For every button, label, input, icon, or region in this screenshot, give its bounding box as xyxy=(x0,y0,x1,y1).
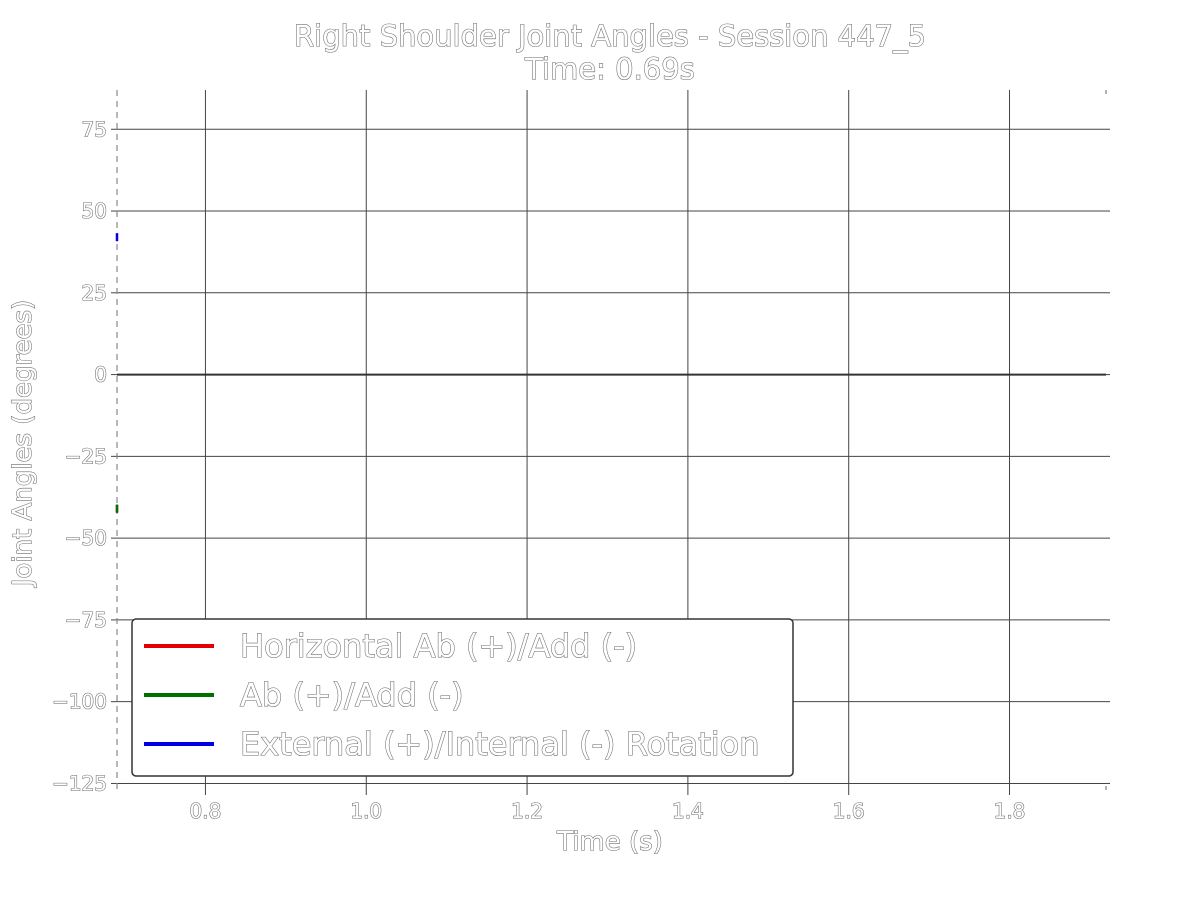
y-tick-label: −75 xyxy=(65,608,107,632)
x-tick-label: 1.2 xyxy=(511,799,543,823)
legend: Horizontal Ab (+)/Add (-) Ab (+)/Add (-) E… xyxy=(131,618,794,777)
tick-labels: 0.8 1.0 1.2 1.4 1.6 1.8 75 50 25 0 −25 −50 −75 −100 −1… xyxy=(52,117,1026,824)
legend-label: Horizontal Ab (+)/Add (-) xyxy=(240,627,637,665)
y-tick-label: 75 xyxy=(82,117,107,141)
x-axis-label: Time (s) xyxy=(556,827,663,857)
legend-box xyxy=(131,618,794,777)
x-tick-label: 1.4 xyxy=(672,799,704,823)
legend-label: Ab (+)/Add (-) xyxy=(240,676,464,714)
x-tick-label: 0.8 xyxy=(190,799,222,823)
y-axis-label: Joint Angles (degrees) xyxy=(8,300,38,588)
y-tick-label: −25 xyxy=(65,444,107,468)
axes xyxy=(111,90,1110,795)
x-tick-label: 1.8 xyxy=(994,799,1026,823)
y-tick-label: 50 xyxy=(82,199,107,223)
y-tick-label: −100 xyxy=(52,690,107,714)
chart-subtitle: Time: 0.69s xyxy=(524,52,695,86)
chart-title: Right Shoulder Joint Angles - Session 44… xyxy=(294,19,926,53)
x-tick-label: 1.6 xyxy=(833,799,865,823)
y-tick-label: −50 xyxy=(65,526,107,550)
y-tick-label: 25 xyxy=(82,281,107,305)
y-tick-label: 0 xyxy=(94,363,107,387)
legend-label: External (+)/Internal (-) Rotation xyxy=(240,725,760,763)
x-tick-label: 1.0 xyxy=(350,799,382,823)
y-tick-label: −125 xyxy=(52,771,107,795)
